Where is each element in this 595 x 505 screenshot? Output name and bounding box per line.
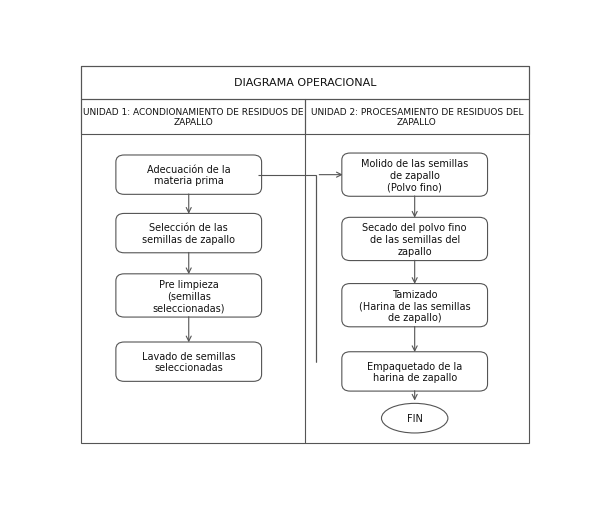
Text: UNIDAD 2: PROCESAMIENTO DE RESIDUOS DEL
ZAPALLO: UNIDAD 2: PROCESAMIENTO DE RESIDUOS DEL … bbox=[311, 107, 523, 127]
Text: Tamizado
(Harina de las semillas
de zapallo): Tamizado (Harina de las semillas de zapa… bbox=[359, 289, 471, 322]
Text: Adecuación de la
materia prima: Adecuación de la materia prima bbox=[147, 165, 230, 186]
Text: Empaquetado de la
harina de zapallo: Empaquetado de la harina de zapallo bbox=[367, 361, 462, 382]
FancyBboxPatch shape bbox=[116, 214, 262, 254]
Text: Pre limpieza
(semillas
seleccionadas): Pre limpieza (semillas seleccionadas) bbox=[152, 279, 225, 313]
FancyBboxPatch shape bbox=[342, 218, 487, 261]
Text: UNIDAD 1: ACONDIONAMIENTO DE RESIDUOS DE
ZAPALLO: UNIDAD 1: ACONDIONAMIENTO DE RESIDUOS DE… bbox=[83, 107, 303, 127]
Text: DIAGRAMA OPERACIONAL: DIAGRAMA OPERACIONAL bbox=[234, 78, 376, 88]
Text: FIN: FIN bbox=[407, 414, 422, 423]
FancyBboxPatch shape bbox=[116, 156, 262, 195]
Text: Selección de las
semillas de zapallo: Selección de las semillas de zapallo bbox=[142, 223, 235, 244]
FancyBboxPatch shape bbox=[342, 154, 487, 197]
FancyBboxPatch shape bbox=[116, 274, 262, 318]
FancyBboxPatch shape bbox=[342, 284, 487, 327]
FancyBboxPatch shape bbox=[342, 352, 487, 391]
Text: Lavado de semillas
seleccionadas: Lavado de semillas seleccionadas bbox=[142, 351, 236, 373]
Text: Secado del polvo fino
de las semillas del
zapallo: Secado del polvo fino de las semillas de… bbox=[362, 223, 467, 256]
Ellipse shape bbox=[381, 403, 448, 433]
FancyBboxPatch shape bbox=[116, 342, 262, 382]
Text: Molido de las semillas
de zapallo
(Polvo fino): Molido de las semillas de zapallo (Polvo… bbox=[361, 159, 468, 192]
